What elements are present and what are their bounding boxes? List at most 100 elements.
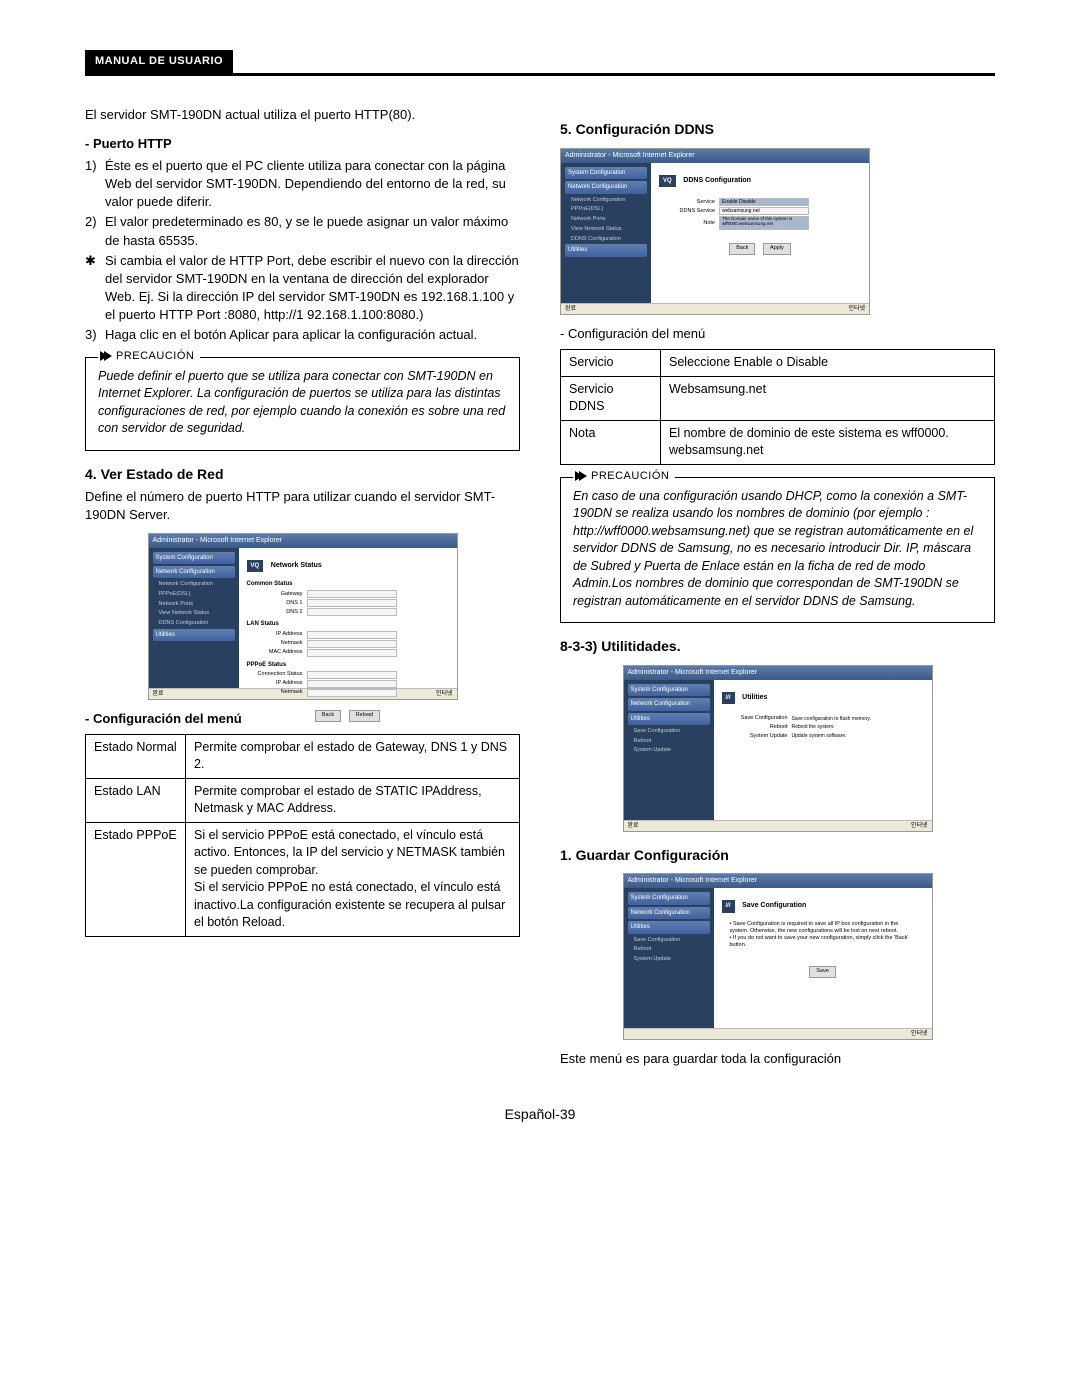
sp-side-sub: Network Configuration: [565, 196, 647, 206]
precaution-box: PRECAUCIÓN Puede definir el puerto que s…: [85, 357, 520, 451]
config-menu-table: Estado Normal Permite comprobar el estad…: [85, 734, 520, 937]
sp-label: Netmask: [247, 640, 307, 648]
list-text: Si cambia el valor de HTTP Port, debe es…: [105, 252, 520, 325]
table-cell: Servicio DDNS: [561, 376, 661, 420]
sp-statusbar: 인터넷: [624, 1028, 932, 1039]
list-text: Haga clic en el botón Aplicar para aplic…: [105, 326, 520, 344]
precaution-label-text: PRECAUCIÓN: [116, 349, 194, 364]
intro-text: El servidor SMT-190DN actual utiliza el …: [85, 106, 520, 124]
sp-input: [307, 680, 397, 688]
manual-badge: MANUAL DE USUARIO: [85, 50, 233, 73]
sp-side-sub: PPPoE(DSL): [565, 205, 647, 215]
sp-logo: VQ: [659, 175, 676, 187]
sp-label: Service: [659, 199, 719, 207]
sp-status-right: 인터넷: [911, 1030, 928, 1038]
sp-side-item: Utilities: [153, 629, 235, 641]
table-cell: Estado LAN: [86, 778, 186, 822]
sp-side-sub: System Update: [628, 746, 710, 756]
list-marker: ✱: [85, 252, 105, 325]
table-cell: Seleccione Enable o Disable: [661, 350, 995, 377]
sp-statusbar: 완료 인터넷: [624, 820, 932, 831]
sp-titlebar: Administrator - Microsoft Internet Explo…: [624, 874, 932, 888]
save-config-screenshot: Administrator - Microsoft Internet Explo…: [623, 873, 933, 1040]
sp-maintitle: Utilities: [742, 693, 767, 703]
puerto-http-title: - Puerto HTTP: [85, 135, 520, 153]
precaution-text: En caso de una configuración usando DHCP…: [573, 488, 982, 611]
sp-side-sub: Save Configuration: [628, 727, 710, 737]
sp-statusbar: 완료 인터넷: [561, 303, 869, 314]
list-marker: 2): [85, 213, 105, 249]
sp-label: Netmask: [247, 689, 307, 697]
sp-status-left: 완료: [628, 822, 639, 830]
left-column: El servidor SMT-190DN actual utiliza el …: [85, 106, 520, 1074]
sp-bullets: • Save Configuration is required to save…: [722, 917, 924, 954]
table-row: Estado LAN Permite comprobar el estado d…: [86, 778, 520, 822]
sp-status-left: 완료: [565, 305, 576, 313]
table-row: Estado Normal Permite comprobar el estad…: [86, 734, 520, 778]
precaution-label: PRECAUCIÓN: [573, 469, 675, 484]
sp-side-sub: Network Ports: [565, 215, 647, 225]
precaution-box: PRECAUCIÓN En caso de una configuración …: [560, 477, 995, 624]
table-row: Servicio Seleccione Enable o Disable: [561, 350, 995, 377]
sp-maintitle: Save Configuration: [742, 901, 806, 911]
sp-status-right: 인터넷: [848, 305, 865, 313]
list-item: 3) Haga clic en el botón Aplicar para ap…: [85, 326, 520, 344]
sp-main: VQ DDNS Configuration ServiceEnable Disa…: [651, 163, 869, 303]
sp-label: Save Configuration: [722, 715, 792, 723]
table-cell: Nota: [561, 420, 661, 464]
sp-input: The Domain name of this system is wff000…: [719, 216, 809, 230]
table-cell: Websamsung.net: [661, 376, 995, 420]
sp-maintitle: DDNS Configuration: [683, 176, 751, 186]
page-content: El servidor SMT-190DN actual utiliza el …: [85, 106, 995, 1074]
sp-desc: Reboot the system.: [792, 724, 835, 731]
ddns-menu-title: - Configuración del menú: [560, 325, 995, 343]
ddns-screenshot: Administrator - Microsoft Internet Explo…: [560, 148, 870, 315]
table-cell: Permite comprobar el estado de STATIC IP…: [186, 778, 520, 822]
ddns-menu-table: Servicio Seleccione Enable o Disable Ser…: [560, 349, 995, 465]
guardar-title: 1. Guardar Configuración: [560, 846, 995, 866]
header-bar: MANUAL DE USUARIO: [85, 50, 995, 76]
utilidades-title: 8-3-3) Utilitidades.: [560, 637, 995, 657]
sp-label: Reboot: [722, 724, 792, 732]
sp-titlebar: Administrator - Microsoft Internet Explo…: [149, 534, 457, 548]
sp-side-sub: Reboot: [628, 945, 710, 955]
sp-titlebar: Administrator - Microsoft Internet Explo…: [561, 149, 869, 163]
sp-btn: Reload: [349, 710, 380, 722]
sp-side-sub: Save Configuration: [628, 936, 710, 946]
list-marker: 3): [85, 326, 105, 344]
sp-input: [307, 671, 397, 679]
network-status-screenshot: Administrator - Microsoft Internet Explo…: [148, 533, 458, 700]
sp-sidebar: System Configuration Network Configurati…: [624, 680, 714, 820]
sp-status-left: 완료: [153, 690, 164, 698]
sp-desc: Update system software.: [792, 733, 847, 740]
list-marker: 1): [85, 157, 105, 212]
sp-side-sub: View Network Status: [153, 609, 235, 619]
sp-status-right: 인터넷: [436, 690, 453, 698]
table-row: Servicio DDNS Websamsung.net: [561, 376, 995, 420]
sp-input: [307, 599, 397, 607]
sp-side-sub: Network Ports: [153, 600, 235, 610]
table-cell: Si el servicio PPPoE está conectado, el …: [186, 822, 520, 936]
precaution-label-text: PRECAUCIÓN: [591, 469, 669, 484]
sp-logo: VQ: [247, 560, 264, 572]
table-row: Nota El nombre de dominio de este sistem…: [561, 420, 995, 464]
sp-input: [307, 608, 397, 616]
sp-input: [307, 640, 397, 648]
sp-side-sub: View Network Status: [565, 225, 647, 235]
sp-input: [307, 649, 397, 657]
list-item: 1) Éste es el puerto que el PC cliente u…: [85, 157, 520, 212]
table-cell: Servicio: [561, 350, 661, 377]
sp-main: /// Save Configuration • Save Configurat…: [714, 888, 932, 1028]
table-cell: El nombre de dominio de este sistema es …: [661, 420, 995, 464]
sp-sidebar: System Configuration Network Configurati…: [624, 888, 714, 1028]
sp-side-sub: System Update: [628, 955, 710, 965]
sp-logo: ///: [722, 692, 735, 704]
list-text: Éste es el puerto que el PC cliente util…: [105, 157, 520, 212]
precaution-text: Puede definir el puerto que se utiliza p…: [98, 368, 507, 438]
sp-label: DDNS Service: [659, 208, 719, 216]
sp-input: [307, 689, 397, 697]
sp-side-item: Utilities: [565, 244, 647, 256]
sp-input: Enable Disable: [719, 198, 809, 206]
sp-label: System Update: [722, 733, 792, 741]
sp-label: DNS 1: [247, 600, 307, 608]
